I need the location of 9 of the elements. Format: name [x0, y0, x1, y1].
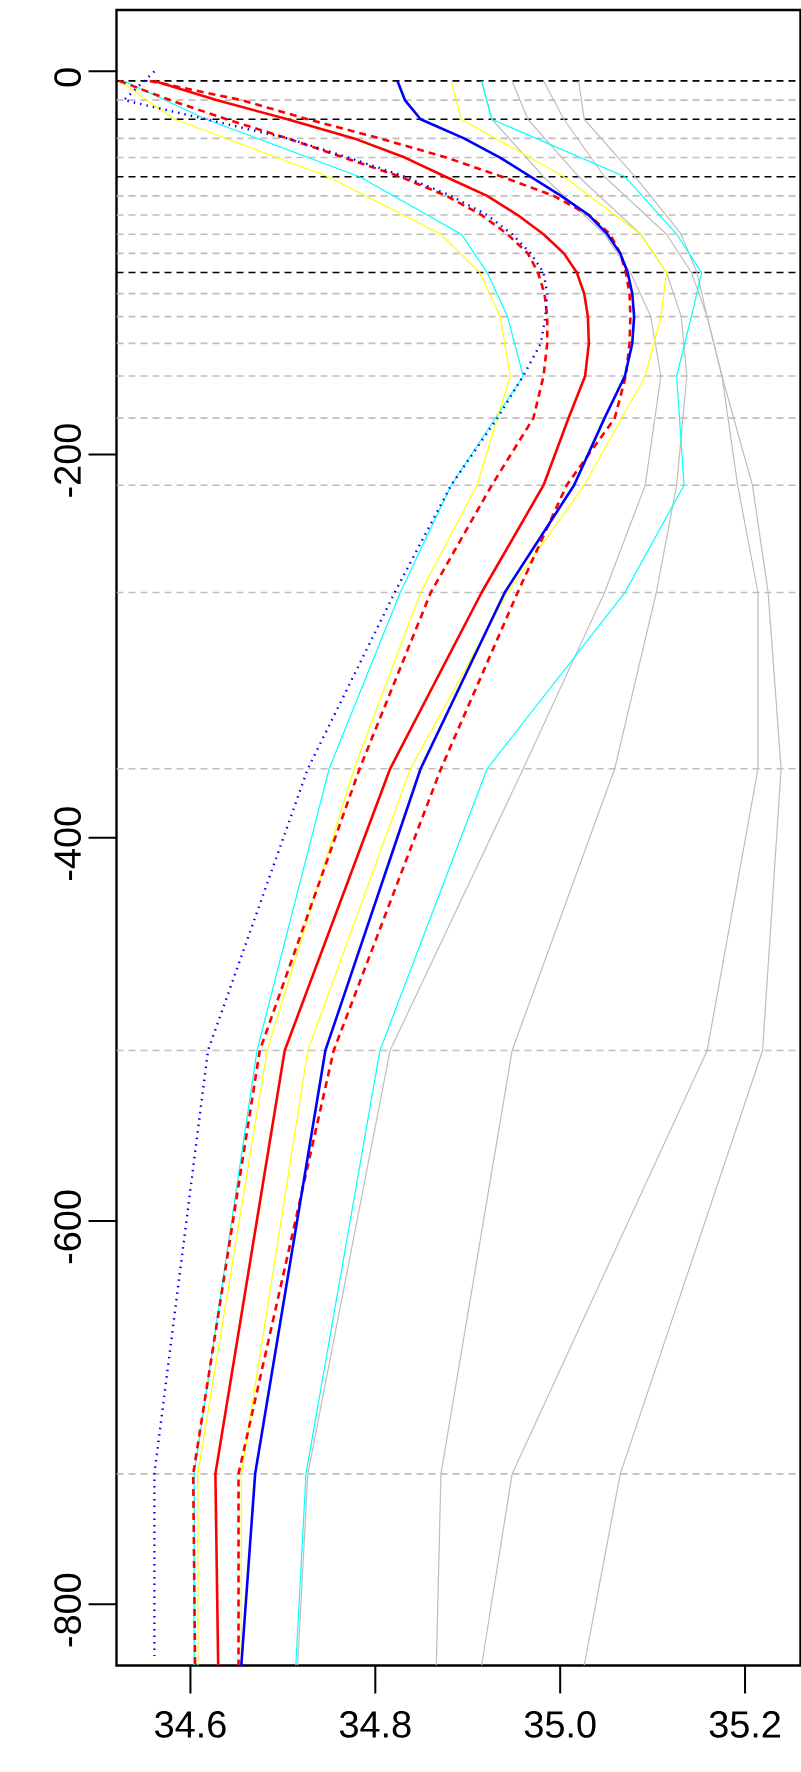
y-tick-label: -400 [54, 807, 81, 880]
y-tick-label: 0 [54, 68, 81, 87]
x-tick-label: 35.0 [524, 1711, 596, 1738]
x-tick-label: 34.8 [339, 1711, 411, 1738]
y-tick-label: -200 [54, 424, 81, 497]
y-tick-label: -600 [54, 1190, 81, 1264]
x-tick-label: 35.2 [709, 1711, 780, 1738]
x-tick-label: 34.6 [155, 1711, 226, 1738]
y-tick-label: -800 [54, 1573, 81, 1647]
